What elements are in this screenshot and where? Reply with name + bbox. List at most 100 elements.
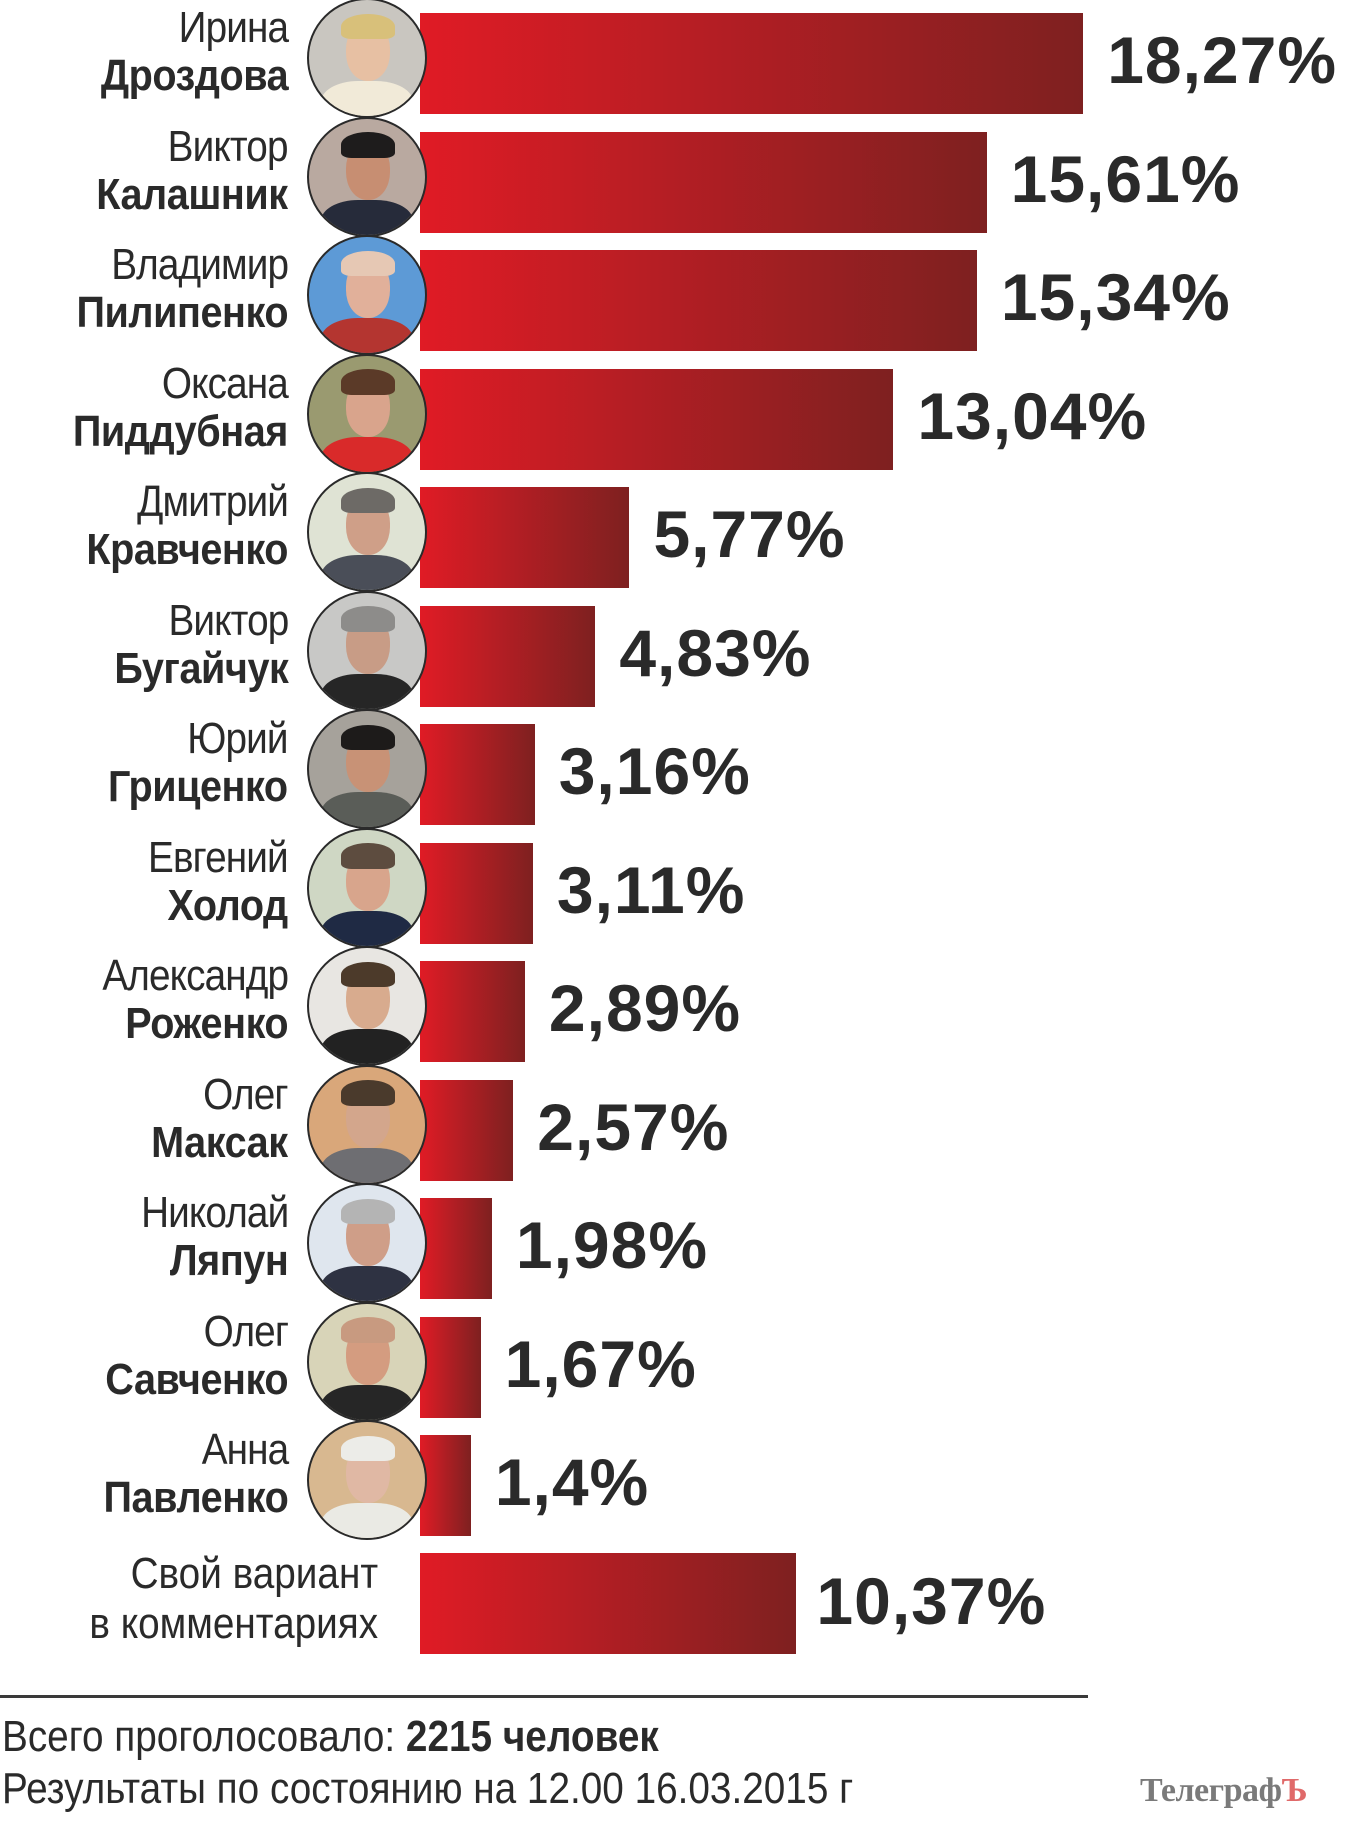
- candidate-name: Оксана Пиддубная: [49, 358, 289, 456]
- candidate-last-name: Савченко: [105, 1354, 288, 1404]
- candidate-last-name: Максак: [151, 1117, 289, 1167]
- candidate-first-name: Виктор: [168, 595, 289, 645]
- candidate-first-name: Ирина: [178, 3, 288, 52]
- candidate-first-name: Анна: [201, 1425, 288, 1474]
- candidate-row: Владимир Пилипенко 15,34%: [0, 235, 1358, 355]
- candidate-name: Ирина Дроздова: [80, 3, 289, 100]
- candidate-name: Виктор Калашник: [75, 121, 289, 219]
- candidate-name: Юрий Гриценко: [88, 714, 289, 811]
- total-votes-value: 2215 человек: [405, 1712, 659, 1761]
- result-percent: 15,61%: [1010, 141, 1241, 216]
- other-option-label: Свой вариант в комментариях: [50, 1549, 378, 1649]
- candidate-last-name: Бугайчук: [113, 643, 289, 693]
- candidate-first-name: Николай: [140, 1188, 289, 1237]
- candidate-photo: [307, 590, 427, 711]
- candidate-last-name: Гриценко: [108, 762, 288, 811]
- candidate-name: Олег Савченко: [85, 1306, 289, 1404]
- candidate-first-name: Александр: [102, 951, 289, 1000]
- result-percent: 18,27%: [1107, 23, 1338, 97]
- candidate-photo: [307, 0, 427, 118]
- candidate-first-name: Евгений: [148, 832, 289, 882]
- candidate-last-name: Павленко: [103, 1473, 288, 1522]
- candidate-last-name: Пиддубная: [72, 406, 289, 456]
- candidate-first-name: Олег: [203, 1069, 289, 1119]
- result-bar: [420, 368, 894, 470]
- candidate-first-name: Олег: [203, 1306, 289, 1356]
- result-percent: 3,11%: [556, 852, 746, 927]
- candidate-last-name: Холод: [167, 880, 289, 930]
- candidate-name: Виктор Бугайчук: [95, 595, 289, 693]
- candidate-row: Евгений Холод 3,11%: [0, 827, 1358, 948]
- result-bar: [420, 1198, 492, 1299]
- result-bar: [420, 724, 535, 825]
- candidate-row: Анна Павленко 1,4%: [0, 1420, 1358, 1540]
- candidate-row: Николай Ляпун 1,98%: [0, 1183, 1358, 1303]
- result-percent: 13,04%: [917, 378, 1148, 453]
- telegraf-logo[interactable]: ТелеграфЪ: [1140, 1772, 1308, 1810]
- result-bar: [420, 131, 987, 233]
- candidate-first-name: Оксана: [161, 358, 289, 408]
- candidate-photo: [307, 946, 427, 1066]
- result-percent: 15,34%: [1000, 260, 1231, 334]
- candidate-photo: [307, 1064, 427, 1185]
- candidate-last-name: Калашник: [96, 169, 289, 219]
- candidate-first-name: Владимир: [111, 240, 289, 289]
- result-percent: 5,77%: [653, 497, 846, 571]
- result-bar: [420, 961, 525, 1062]
- candidate-name: Анна Павленко: [83, 1425, 289, 1522]
- candidate-name: Александр Роженко: [77, 951, 289, 1048]
- result-bar: [420, 1435, 471, 1536]
- result-bar: [420, 605, 596, 707]
- candidate-name: Олег Максак: [136, 1069, 289, 1167]
- logo-text: Телеграф: [1140, 1772, 1282, 1809]
- result-percent: 10,37%: [816, 1563, 1047, 1638]
- candidate-name: Николай Ляпун: [121, 1188, 289, 1285]
- candidate-first-name: Юрий: [187, 714, 289, 763]
- result-bar: [420, 842, 533, 944]
- candidate-name: Евгений Холод: [129, 832, 289, 930]
- candidate-photo: [307, 116, 427, 237]
- total-votes-label: Всего проголосовало:: [2, 1712, 406, 1761]
- result-percent: 1,98%: [515, 1208, 708, 1282]
- result-percent: 1,4%: [494, 1445, 650, 1519]
- candidate-photo: [307, 472, 427, 592]
- result-percent: 2,57%: [537, 1089, 730, 1164]
- candidate-row: Виктор Бугайчук 4,83%: [0, 590, 1358, 711]
- logo-accent: Ъ: [1281, 1772, 1308, 1809]
- candidate-photo: [307, 235, 427, 355]
- result-percent: 4,83%: [619, 615, 812, 690]
- results-date-line: Результаты по состоянию на 12.00 16.03.2…: [2, 1764, 854, 1813]
- candidate-row: Юрий Гриценко 3,16%: [0, 709, 1358, 829]
- result-bar: [420, 250, 977, 351]
- result-bar: [420, 1316, 481, 1418]
- result-bar: [420, 1552, 797, 1654]
- candidate-last-name: Роженко: [125, 999, 288, 1048]
- candidate-photo: [307, 1420, 427, 1540]
- candidate-photo: [307, 827, 427, 948]
- other-label-line2: в комментариях: [89, 1598, 378, 1648]
- result-percent: 1,67%: [504, 1326, 697, 1401]
- candidate-name: Дмитрий Кравченко: [64, 478, 288, 574]
- candidate-photo: [307, 353, 427, 474]
- result-bar: [420, 487, 630, 588]
- separator-line: [0, 1695, 1088, 1698]
- candidate-last-name: Дроздова: [100, 51, 289, 100]
- candidate-last-name: Пилипенко: [76, 288, 288, 337]
- candidate-first-name: Дмитрий: [137, 477, 289, 526]
- result-bar: [420, 1079, 514, 1181]
- candidate-last-name: Кравченко: [86, 525, 288, 574]
- result-percent: 2,89%: [548, 971, 742, 1045]
- candidate-row: Олег Максак 2,57%: [0, 1064, 1358, 1185]
- candidate-row: Виктор Калашник 15,61%: [0, 116, 1358, 237]
- results-bar-chart: Ирина Дроздова 18,27% Виктор Калашник 15,61% В…: [0, 0, 1358, 1659]
- other-label-line1: Свой вариант: [130, 1548, 378, 1598]
- candidate-row: Оксана Пиддубная 13,04%: [0, 353, 1358, 474]
- result-percent: 3,16%: [558, 734, 751, 808]
- candidate-row: Ирина Дроздова 18,27%: [0, 0, 1358, 118]
- candidate-name: Владимир Пилипенко: [53, 241, 288, 337]
- result-bar: [420, 13, 1084, 114]
- other-option-row: Свой вариант в комментариях 10,37%: [0, 1541, 1358, 1659]
- candidate-row: Олег Савченко 1,67%: [0, 1301, 1358, 1422]
- candidate-first-name: Виктор: [168, 121, 289, 171]
- candidate-last-name: Ляпун: [169, 1236, 288, 1285]
